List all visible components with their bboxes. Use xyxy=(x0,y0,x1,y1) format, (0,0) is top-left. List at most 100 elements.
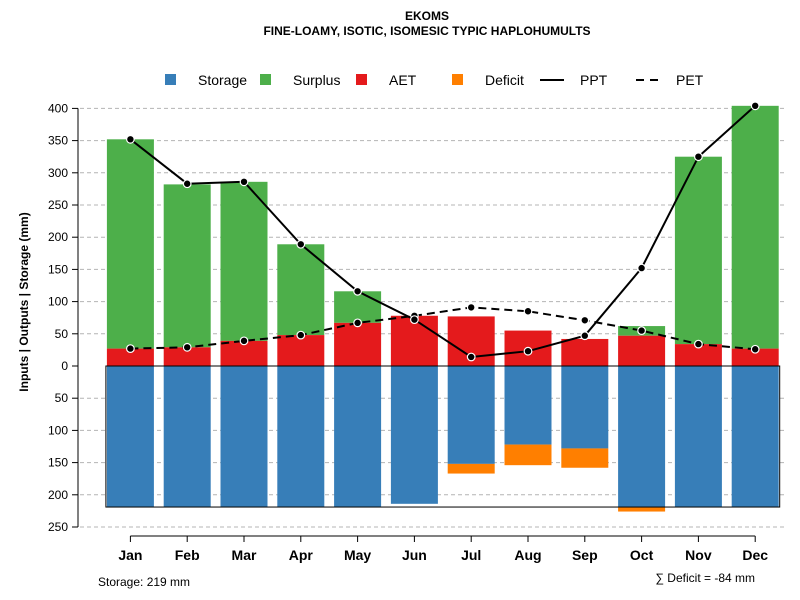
x-tick-label: May xyxy=(344,547,371,563)
lines xyxy=(125,101,760,362)
surplus-legend-swatch xyxy=(260,74,271,85)
y-tick-label: 50 xyxy=(55,327,69,341)
storage-bar xyxy=(561,366,609,449)
aet-bar xyxy=(106,348,154,366)
y-tick-label: 0 xyxy=(61,359,68,373)
aet-bar xyxy=(277,335,325,366)
storage-bar xyxy=(220,366,268,508)
y-tick-label: 150 xyxy=(48,262,68,276)
surplus-bar xyxy=(220,181,268,341)
y-tick-label: 300 xyxy=(48,166,68,180)
axes: 400 350 300 250 200 150 100 50 0 50 100 150 200 250 Ja… xyxy=(48,101,768,563)
bars xyxy=(105,105,781,512)
y-tick-label: 100 xyxy=(48,295,68,309)
deficit-bar xyxy=(504,444,552,466)
storage-bar xyxy=(390,366,438,504)
storage-bar xyxy=(504,366,552,445)
ppt-point xyxy=(410,315,419,325)
x-tick-label: Mar xyxy=(232,547,257,563)
aet-bar xyxy=(618,335,666,366)
ppt-point xyxy=(694,152,703,162)
pet-point xyxy=(466,302,476,312)
storage-bar xyxy=(277,366,325,508)
aet-bar xyxy=(731,348,779,366)
aet-bar xyxy=(163,347,211,366)
aet-bar xyxy=(561,338,609,366)
chart-title: EKOMS xyxy=(405,9,449,23)
aet-bar xyxy=(390,315,438,366)
storage-bar xyxy=(106,366,154,508)
x-tick-label: Nov xyxy=(685,547,712,563)
pet-point xyxy=(580,315,590,325)
pet-point xyxy=(523,306,533,316)
pet-point xyxy=(750,344,760,354)
y-tick-label: 200 xyxy=(48,488,68,502)
legend: Storage Surplus AET Deficit PPT PET xyxy=(165,72,704,88)
x-tick-label: Apr xyxy=(289,547,314,563)
deficit-bar xyxy=(618,507,666,512)
ppt-point xyxy=(182,179,192,189)
surplus-legend-label: Surplus xyxy=(293,72,340,88)
aet-bar xyxy=(334,322,382,366)
chart-subtitle: FINE-LOAMY, ISOTIC, ISOMESIC TYPIC HAPLO… xyxy=(263,24,590,38)
deficit-annotation: ∑ Deficit = -84 mm xyxy=(655,571,755,585)
y-tick-label: 250 xyxy=(48,520,68,534)
ppt-point xyxy=(466,352,476,362)
ppt-point xyxy=(125,134,135,144)
y-tick-label: 150 xyxy=(48,456,68,470)
aet-legend-label: AET xyxy=(389,72,417,88)
pet-point xyxy=(694,339,703,349)
x-tick-label: Jun xyxy=(402,547,427,563)
surplus-bar xyxy=(277,244,325,336)
deficit-bar xyxy=(561,448,609,468)
y-tick-label: 250 xyxy=(48,198,68,212)
storage-legend-swatch xyxy=(165,74,176,85)
x-tick-label: Feb xyxy=(175,547,200,563)
y-tick-label: 200 xyxy=(48,230,68,244)
x-tick-label: Oct xyxy=(630,547,654,563)
pet-point xyxy=(182,342,192,352)
ppt-point xyxy=(637,263,646,273)
storage-annotation: Storage: 219 mm xyxy=(98,575,190,589)
pet-point xyxy=(296,330,306,340)
y-tick-label: 50 xyxy=(55,391,69,405)
ppt-point xyxy=(580,331,590,341)
surplus-bar xyxy=(674,156,722,345)
storage-bar xyxy=(163,366,211,508)
y-axis-label: Inputs | Outputs | Storage (mm) xyxy=(17,212,31,391)
storage-bar xyxy=(618,366,666,508)
x-tick-label: Sep xyxy=(572,547,598,563)
ppt-line xyxy=(129,105,756,359)
x-tick-label: Jan xyxy=(118,547,142,563)
surplus-bar xyxy=(731,105,779,349)
storage-bar xyxy=(447,366,495,464)
pet-line xyxy=(130,306,756,351)
pet-point xyxy=(353,318,363,328)
storage-legend-label: Storage xyxy=(198,72,247,88)
x-tick-label: Dec xyxy=(742,547,768,563)
pet-legend-label: PET xyxy=(676,72,704,88)
ppt-legend-label: PPT xyxy=(580,72,608,88)
y-tick-label: 100 xyxy=(48,423,68,437)
surplus-bar xyxy=(334,291,382,323)
x-tick-label: Jul xyxy=(461,547,481,563)
y-tick-label: 350 xyxy=(48,134,68,148)
ppt-point xyxy=(750,101,760,111)
x-tick-label: Aug xyxy=(514,547,541,563)
ppt-point xyxy=(296,239,306,249)
y-tick-label: 400 xyxy=(48,101,68,115)
storage-bar xyxy=(731,366,779,508)
deficit-legend-swatch xyxy=(452,74,463,85)
storage-bar xyxy=(674,366,722,508)
deficit-bar xyxy=(447,463,495,474)
surplus-bar xyxy=(163,184,211,348)
aet-legend-swatch xyxy=(356,74,367,85)
pet-point xyxy=(637,326,646,335)
ppt-point xyxy=(523,346,533,356)
deficit-legend-label: Deficit xyxy=(485,72,524,88)
pet-point xyxy=(125,344,135,354)
ppt-point xyxy=(353,286,363,296)
pet-point xyxy=(239,336,249,346)
surplus-bar xyxy=(106,139,154,349)
